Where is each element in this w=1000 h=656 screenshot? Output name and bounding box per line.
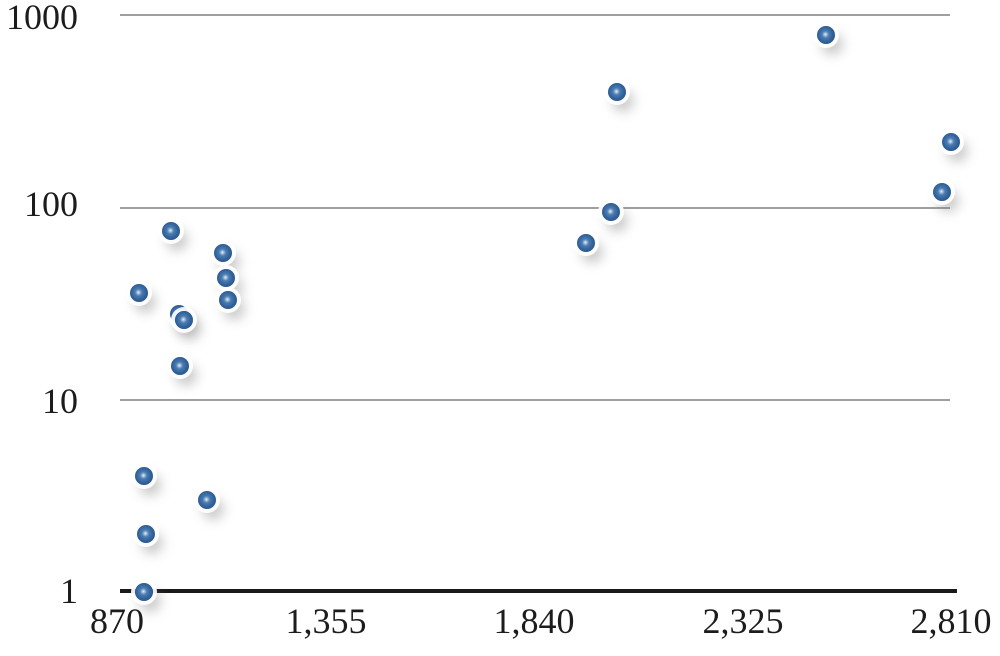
data-point <box>129 283 148 302</box>
data-point <box>197 491 216 510</box>
y-axis-tick-label-10: 10 <box>42 381 78 421</box>
data-point <box>217 268 236 287</box>
data-point <box>214 243 233 262</box>
x-axis-tick-label-870: 870 <box>90 601 144 641</box>
data-point <box>162 222 181 241</box>
data-point <box>577 234 595 253</box>
data-point <box>816 25 835 44</box>
x-axis-tick-label-2325: 2,325 <box>702 601 784 641</box>
data-point <box>135 583 154 601</box>
x-axis-tick-label-2810: 2,810 <box>910 601 992 641</box>
gridline-100 <box>120 207 950 209</box>
data-point <box>135 467 154 486</box>
data-point <box>170 356 189 375</box>
data-point <box>933 183 951 202</box>
x-axis-line <box>120 589 957 593</box>
x-axis-tick-label-1840: 1,840 <box>493 601 575 641</box>
data-point <box>218 290 237 309</box>
gridline-1000 <box>120 14 950 16</box>
y-axis-tick-label-1000: 1000 <box>6 0 78 37</box>
y-axis-tick-label-1: 1 <box>60 571 78 611</box>
data-point <box>602 202 620 221</box>
data-point <box>608 82 626 101</box>
data-point <box>136 525 155 544</box>
y-axis-tick-label-100: 100 <box>24 184 78 224</box>
x-axis-tick-label-1355: 1,355 <box>285 601 367 641</box>
gridline-10 <box>120 399 950 401</box>
data-point <box>175 310 194 329</box>
data-point <box>942 132 960 151</box>
